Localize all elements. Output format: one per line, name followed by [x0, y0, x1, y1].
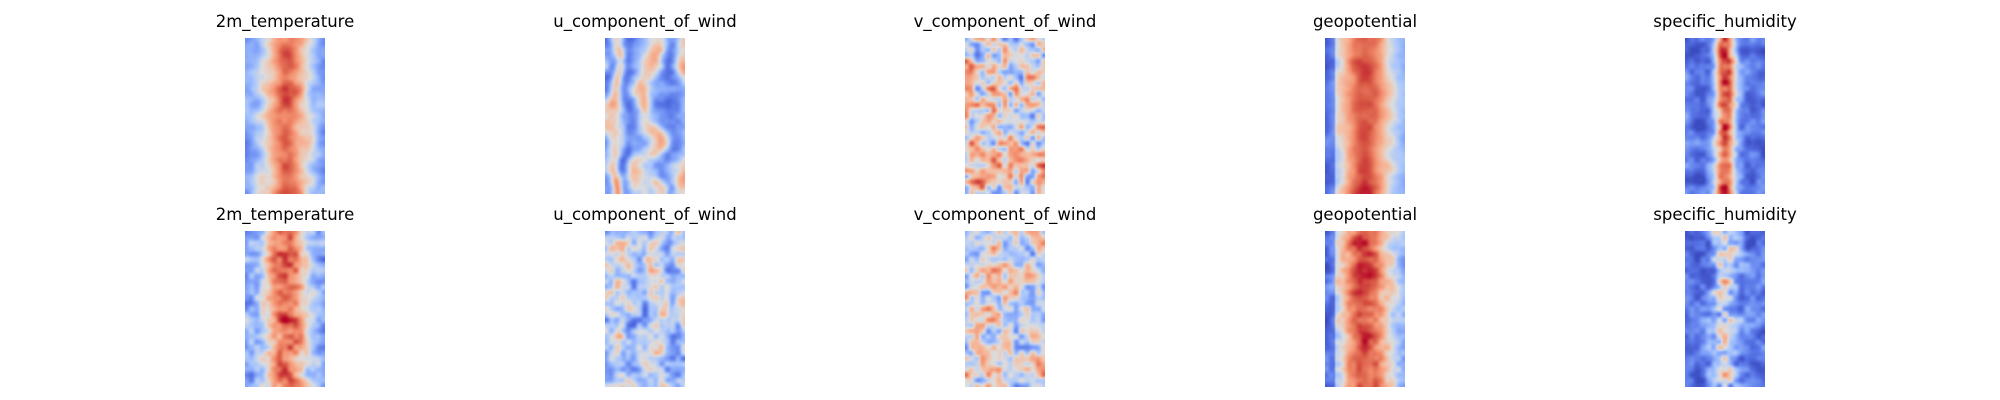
panel-title: geopotential: [1312, 205, 1418, 224]
heatmap-specific-humidity-row1: [1685, 38, 1765, 194]
heatmap-2m-temperature-row2: [245, 231, 325, 387]
heatmap-specific-humidity-row2: [1685, 231, 1765, 387]
panel-title: v_component_of_wind: [913, 205, 1097, 224]
panel-title: 2m_temperature: [215, 12, 355, 31]
panel-title: u_component_of_wind: [553, 205, 737, 224]
panel-title: specific_humidity: [1653, 12, 1797, 31]
panel-title: u_component_of_wind: [553, 12, 737, 31]
heatmap-v-component-of-wind-row2: [965, 231, 1045, 387]
heatmap-u-component-of-wind-row2: [605, 231, 685, 387]
panel-title: specific_humidity: [1653, 205, 1797, 224]
heatmap-geopotential-row1: [1325, 38, 1405, 194]
panel-title: geopotential: [1312, 12, 1418, 31]
panel-title: v_component_of_wind: [913, 12, 1097, 31]
heatmap-u-component-of-wind-row1: [605, 38, 685, 194]
heatmap-v-component-of-wind-row1: [965, 38, 1045, 194]
heatmap-2m-temperature-row1: [245, 38, 325, 194]
panel-title: 2m_temperature: [215, 205, 355, 224]
heatmap-geopotential-row2: [1325, 231, 1405, 387]
